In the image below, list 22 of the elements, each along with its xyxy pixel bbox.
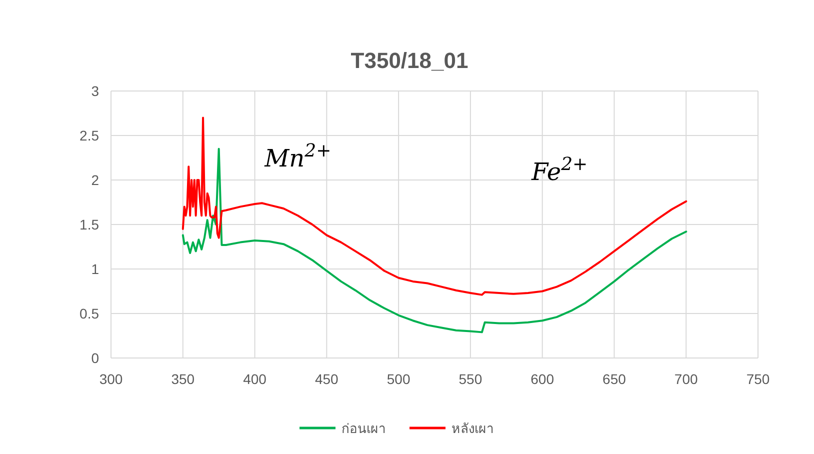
y-tick-label: 1 [91,261,100,277]
x-tick-label: 500 [386,371,410,387]
chart-title: T350/18_01 [350,48,468,73]
legend-label: หลังเผา [452,421,494,436]
x-tick-label: 550 [458,371,482,387]
y-tick-label: 1.5 [80,216,100,232]
y-tick-label: 0.5 [80,306,100,322]
x-tick-label: 350 [171,371,195,387]
legend-label: ก่อนเผา [342,421,386,436]
y-tick-label: 0 [91,350,100,366]
annotation: Fe$^{2+}$ [530,154,588,186]
annotation: Mn$^{2+}$ [264,140,332,173]
x-tick-label: 450 [314,371,339,387]
x-tick-label: 650 [602,371,626,387]
x-tick-label: 400 [243,371,267,387]
x-tick-label: 750 [746,371,770,387]
x-tick-label: 300 [99,371,123,387]
y-tick-label: 3 [91,83,100,99]
y-tick-label: 2.5 [80,128,100,144]
y-tick-label: 2 [91,172,100,188]
x-tick-label: 600 [530,371,554,387]
x-tick-label: 700 [674,371,698,387]
